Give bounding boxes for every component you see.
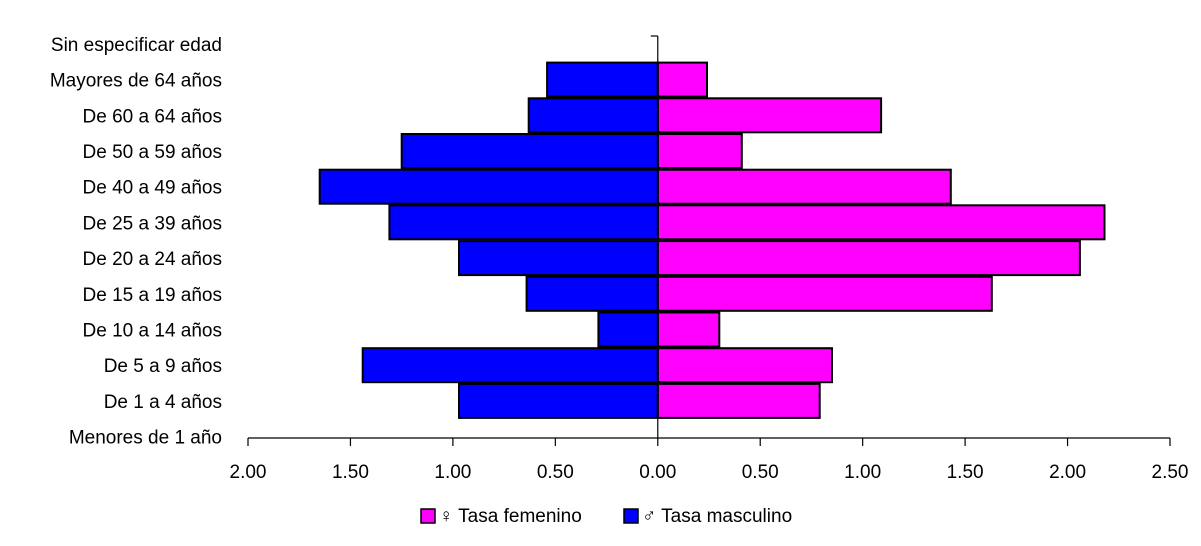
category-label-7: De 15 a 19 años — [83, 285, 222, 306]
legend-label-1: ♂ Tasa masculino — [642, 506, 792, 527]
category-labels: Sin especificar edad Mayores de 64 años De… — [50, 35, 222, 449]
bar-female-10 — [656, 382, 821, 419]
category-label-4: De 40 a 49 años — [83, 178, 222, 199]
category-label-6: De 20 a 24 años — [83, 249, 222, 270]
bar-male-6 — [458, 240, 659, 277]
x-tick-label-8: 2.00 — [1049, 462, 1086, 483]
bar-female-6 — [656, 240, 1081, 277]
x-tick-label-5: 0.50 — [742, 462, 779, 483]
x-tick-label-0: 2.00 — [230, 462, 267, 483]
category-label-1: Mayores de 64 años — [50, 71, 222, 92]
category-label-0: Sin especificar edad — [51, 35, 222, 56]
category-label-8: De 10 a 14 años — [83, 321, 222, 342]
bar-female-7 — [656, 275, 993, 312]
bar-male-7 — [525, 275, 659, 312]
bars-layer — [318, 61, 1106, 419]
bar-male-2 — [527, 97, 659, 134]
bar-male-1 — [546, 61, 659, 98]
legend-swatch-1 — [623, 508, 639, 524]
x-tick-label-9: 2.50 — [1152, 462, 1189, 483]
bar-male-10 — [458, 382, 659, 419]
bar-female-9 — [656, 347, 833, 384]
category-label-10: De 1 a 4 años — [104, 392, 222, 413]
bar-male-8 — [597, 311, 659, 348]
bar-female-5 — [656, 204, 1106, 241]
bar-female-2 — [656, 97, 883, 134]
legend-label-0: ♀ Tasa femenino — [439, 506, 582, 527]
x-tick-label-2: 1.00 — [434, 462, 471, 483]
x-tick-label-3: 0.50 — [537, 462, 574, 483]
category-label-9: De 5 a 9 años — [104, 356, 222, 377]
bar-female-4 — [656, 168, 952, 205]
x-tick-label-1: 1.50 — [332, 462, 369, 483]
bar-male-5 — [388, 204, 659, 241]
bar-male-3 — [400, 133, 659, 169]
bar-male-9 — [361, 347, 659, 384]
x-tick-label-6: 1.00 — [844, 462, 881, 483]
legend-swatch-0 — [420, 508, 436, 524]
bar-male-4 — [318, 168, 659, 205]
category-label-5: De 25 a 39 años — [83, 213, 222, 234]
bar-female-1 — [656, 61, 708, 98]
x-axis: 2.00 1.50 1.00 0.50 0.00 0.50 1.00 1.50 2.00 2.50 — [230, 35, 1189, 483]
x-tick-label-4: 0.00 — [639, 462, 676, 483]
category-label-3: De 50 a 59 años — [83, 142, 222, 163]
bar-female-3 — [656, 133, 743, 169]
category-label-11: Menores de 1 año — [69, 428, 222, 449]
bar-female-8 — [656, 311, 721, 348]
x-tick-label-7: 1.50 — [947, 462, 984, 483]
category-label-2: De 60 a 64 años — [83, 106, 222, 127]
legend: ♀ Tasa femenino ♂ Tasa masculino — [420, 506, 792, 527]
